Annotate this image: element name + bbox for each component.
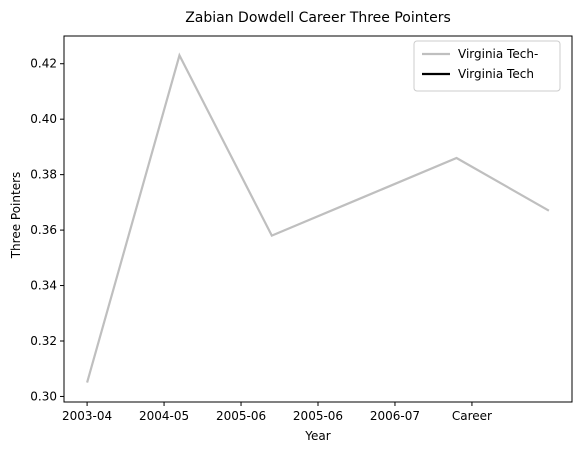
y-tick-label: 0.40	[30, 112, 57, 126]
y-tick-label: 0.36	[30, 223, 57, 237]
x-tick-label: 2004-05	[139, 409, 189, 423]
x-tick-label: 2005-06	[216, 409, 266, 423]
x-tick-label: 2003-04	[62, 409, 112, 423]
legend-box	[413, 40, 561, 92]
x-tick-label: 2005-06	[293, 409, 343, 423]
y-tick-label: 0.34	[30, 279, 57, 293]
y-tick-label: 0.30	[30, 389, 57, 403]
chart-title: Zabian Dowdell Career Three Pointers	[185, 10, 451, 26]
y-tick-label: 0.42	[30, 57, 57, 71]
y-axis-label: Three Pointers	[9, 172, 23, 260]
x-tick-label: Career	[452, 409, 492, 423]
legend: Virginia Tech- Virginia Tech	[413, 40, 561, 92]
y-tick-label: 0.32	[30, 334, 57, 348]
plot-area: 0.30 0.32 0.34 0.36 0.38 0.40 0.42 2003-04 2004-…	[30, 35, 573, 423]
x-axis-label: Year	[304, 429, 330, 443]
y-tick-label: 0.38	[30, 168, 57, 182]
x-tick-label: 2006-07	[370, 409, 420, 423]
legend-label: Virginia Tech-	[458, 47, 538, 61]
series-line-1	[86, 52, 550, 383]
legend-label: Virginia Tech	[458, 67, 534, 81]
